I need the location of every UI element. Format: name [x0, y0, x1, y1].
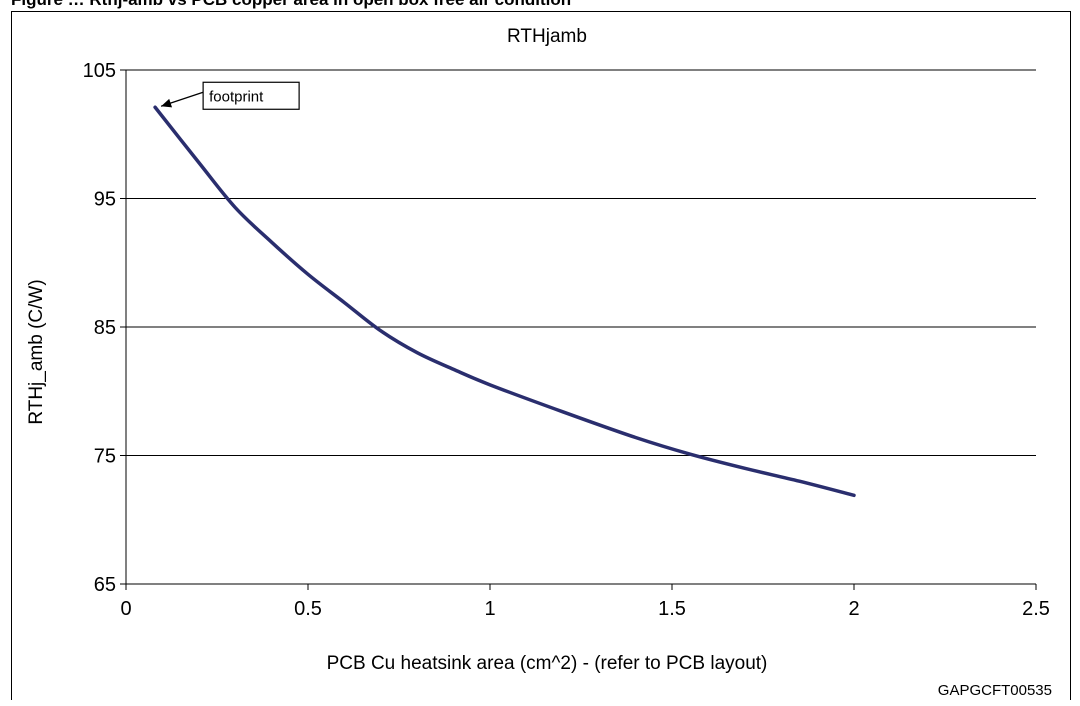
- y-tick-label: 85: [94, 317, 116, 339]
- annotation-text: footprint: [209, 88, 264, 105]
- x-tick-label: 2: [848, 598, 859, 620]
- chart-svg: 65 75 85 95 105 0 0.5 1 1.5 2 2.5 footprint RTHjam…: [26, 26, 1052, 699]
- x-axis-label: PCB Cu heatsink area (cm^2) - (refer to …: [327, 653, 768, 674]
- x-tick-label: 0.5: [294, 598, 322, 620]
- series-line: [153, 105, 856, 498]
- x-tick-label: 1.5: [658, 598, 686, 620]
- footprint-annotation: footprint: [160, 81, 300, 110]
- y-tick-label: 65: [94, 574, 116, 596]
- y-tick-label: 105: [83, 60, 116, 82]
- annotation-arrow-head: [161, 98, 173, 108]
- y-tick-label: 95: [94, 189, 116, 211]
- y-tick-label: 75: [94, 446, 116, 468]
- y-axis-label: RTHj_amb (C/W): [26, 279, 47, 424]
- x-tick-label: 0: [120, 598, 131, 620]
- figure-id: GAPGCFT00535: [938, 682, 1052, 699]
- chart-title: RTHjamb: [507, 26, 587, 47]
- chart-frame: 65 75 85 95 105 0 0.5 1 1.5 2 2.5 footprint RTHjam…: [11, 11, 1071, 700]
- figure-caption: Figure … Rthj-amb vs PCB copper area in …: [11, 0, 1071, 11]
- annotation-box: [202, 81, 300, 110]
- x-tick-label: 1: [484, 598, 495, 620]
- x-tick-label: 2.5: [1022, 598, 1050, 620]
